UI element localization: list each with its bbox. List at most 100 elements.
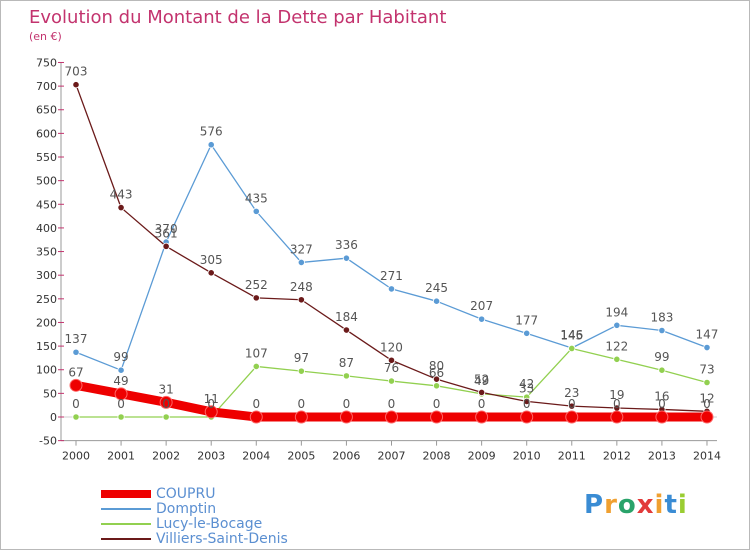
data-point (294, 410, 308, 424)
data-label: 336 (335, 238, 358, 252)
data-point (297, 258, 305, 267)
data-point (568, 402, 576, 410)
data-label: 327 (290, 242, 313, 256)
data-label: 145 (560, 328, 583, 342)
data-point (387, 356, 396, 364)
data-label: 49 (113, 374, 128, 388)
data-point (478, 388, 486, 397)
chart-subtitle: (en €) (29, 30, 62, 43)
data-point (204, 405, 218, 419)
data-point (207, 141, 215, 149)
x-tick-label: 2014 (693, 450, 721, 463)
chart-title: Evolution du Montant de la Dette par Hab… (29, 7, 447, 28)
data-point (72, 413, 80, 421)
data-point (297, 296, 305, 304)
y-tick-label: 200 (36, 316, 57, 329)
x-tick-label: 2009 (468, 450, 496, 463)
data-point (342, 254, 351, 262)
y-tick-label: 600 (36, 127, 57, 140)
legend-swatch (101, 523, 151, 525)
y-tick-label: 450 (36, 198, 57, 211)
y-tick-label: 50 (43, 387, 57, 400)
data-point (252, 294, 260, 302)
data-label: 0 (207, 397, 215, 411)
x-tick-label: 2005 (287, 450, 315, 463)
data-point (568, 344, 576, 353)
data-point (297, 367, 305, 375)
data-label: 19 (609, 388, 624, 402)
x-tick-label: 2004 (242, 450, 270, 463)
data-label: 66 (429, 366, 444, 380)
data-label: 0 (162, 397, 170, 411)
data-point (478, 315, 486, 323)
data-label: 23 (564, 386, 579, 400)
data-label: 80 (429, 359, 444, 373)
legend-swatch (101, 490, 151, 498)
data-label: 31 (158, 382, 173, 396)
legend-label: Lucy-le-Bocage (156, 516, 263, 532)
legend-label: COUPRU (156, 486, 216, 502)
y-tick-label: 550 (36, 151, 57, 164)
data-label: 87 (339, 356, 354, 370)
data-point (342, 326, 351, 334)
data-point (610, 410, 624, 424)
data-point (69, 378, 83, 392)
data-label: 177 (515, 313, 538, 327)
data-label: 0 (613, 397, 621, 411)
data-label: 443 (110, 188, 133, 202)
data-label: 435 (245, 191, 268, 205)
y-tick-label: -50 (39, 435, 57, 448)
data-label: 99 (654, 350, 669, 364)
data-point (207, 269, 215, 277)
data-label: 0 (117, 397, 125, 411)
x-tick-label: 2006 (332, 450, 360, 463)
y-tick-label: 150 (36, 340, 57, 353)
data-label: 0 (72, 397, 80, 411)
data-point (162, 413, 170, 421)
data-label: 52 (474, 372, 489, 386)
legend-label: Domptin (156, 501, 217, 517)
data-label: 42 (519, 377, 534, 391)
data-point (658, 326, 666, 335)
y-tick-label: 400 (36, 222, 57, 235)
data-label: 0 (703, 397, 711, 411)
data-label: 0 (478, 397, 486, 411)
legend-swatch (101, 538, 151, 540)
data-label: 0 (523, 397, 531, 411)
data-point (162, 242, 170, 250)
data-label: 12 (699, 391, 714, 405)
data-label: 73 (699, 362, 714, 376)
data-label: 67 (68, 365, 83, 379)
y-tick-label: 750 (36, 56, 57, 69)
data-label: 76 (384, 361, 399, 375)
data-label: 107 (245, 346, 268, 360)
data-label: 271 (380, 269, 403, 283)
data-label: 207 (470, 299, 493, 313)
data-point (700, 410, 714, 424)
x-tick-label: 2001 (107, 450, 135, 463)
data-label: 184 (335, 310, 358, 324)
data-point (117, 203, 125, 212)
legend-swatch (101, 508, 151, 510)
data-label: 0 (388, 397, 396, 411)
x-tick-label: 2002 (152, 450, 180, 463)
data-label: 361 (155, 226, 178, 240)
y-tick-label: 500 (36, 175, 57, 188)
x-tick-label: 2012 (603, 450, 631, 463)
data-point (613, 355, 621, 363)
data-point (703, 343, 711, 352)
data-point (475, 410, 489, 424)
data-label: 97 (294, 351, 309, 365)
data-label: 0 (298, 397, 306, 411)
legend-label: Villiers-Saint-Denis (156, 531, 288, 547)
x-tick-label: 2010 (513, 450, 541, 463)
data-label: 122 (605, 339, 628, 353)
data-label: 146 (560, 328, 583, 342)
data-point (387, 377, 396, 385)
data-point (703, 378, 711, 387)
data-point (252, 362, 260, 371)
data-point (114, 387, 128, 401)
data-label: 137 (65, 332, 88, 346)
data-label: 305 (200, 253, 223, 267)
